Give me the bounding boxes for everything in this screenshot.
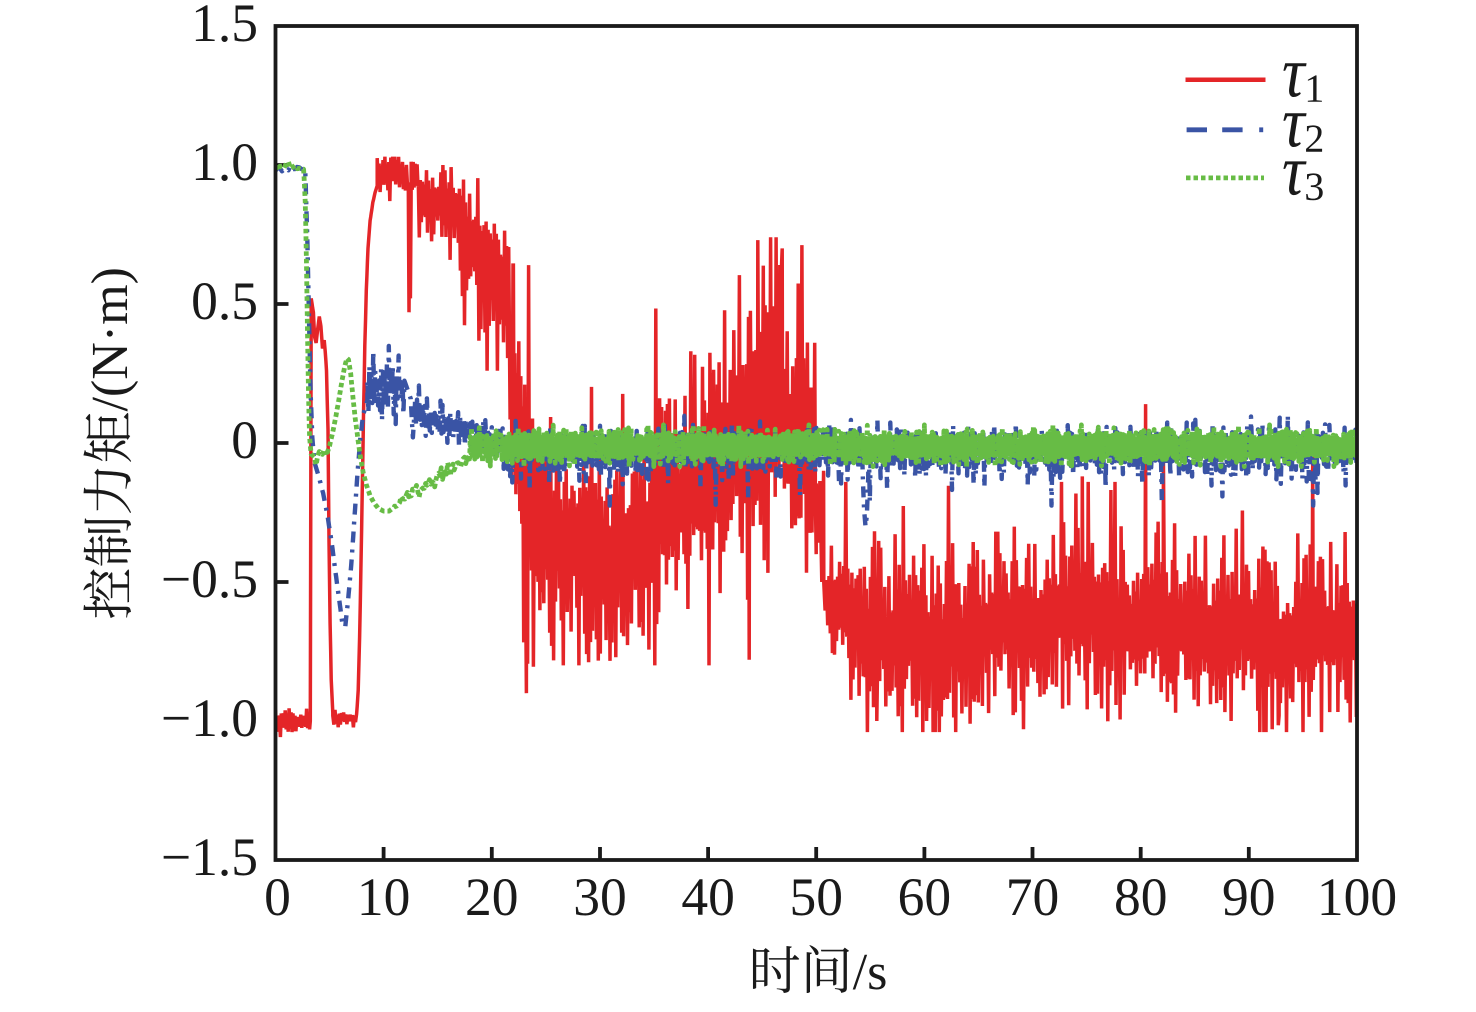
svg-text:1.0: 1.0 bbox=[191, 132, 258, 192]
svg-text:10: 10 bbox=[357, 867, 411, 927]
svg-text:−1.5: −1.5 bbox=[161, 827, 258, 887]
svg-text:90: 90 bbox=[1222, 867, 1276, 927]
svg-text:−1.0: −1.0 bbox=[161, 688, 258, 748]
svg-text:0: 0 bbox=[264, 867, 291, 927]
svg-text:40: 40 bbox=[681, 867, 735, 927]
svg-text:0.5: 0.5 bbox=[191, 271, 258, 331]
svg-text:20: 20 bbox=[465, 867, 519, 927]
svg-text:50: 50 bbox=[789, 867, 843, 927]
svg-text:0: 0 bbox=[231, 410, 258, 470]
svg-text:1.5: 1.5 bbox=[191, 0, 258, 53]
svg-text:100: 100 bbox=[1317, 867, 1397, 927]
svg-text:70: 70 bbox=[1006, 867, 1060, 927]
svg-text:30: 30 bbox=[573, 867, 627, 927]
svg-text:80: 80 bbox=[1114, 867, 1168, 927]
svg-text:−0.5: −0.5 bbox=[161, 549, 258, 609]
svg-text:60: 60 bbox=[898, 867, 952, 927]
